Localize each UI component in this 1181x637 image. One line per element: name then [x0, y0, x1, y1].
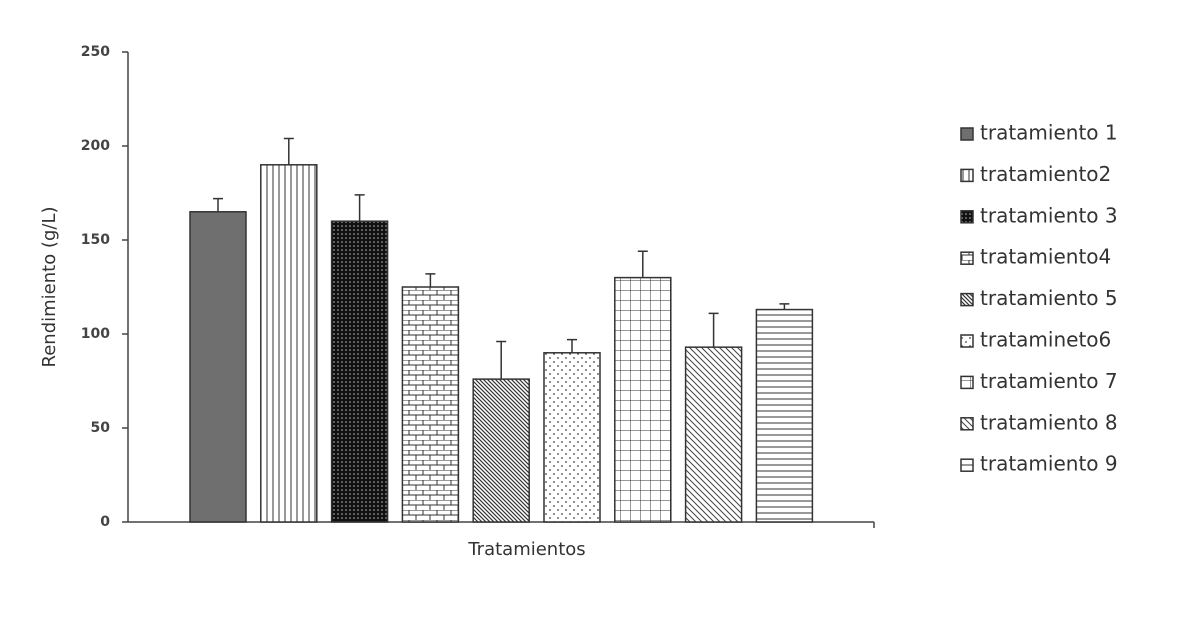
bar	[684, 346, 743, 523]
bar	[330, 220, 389, 523]
error-bar	[567, 338, 577, 353]
error-bar	[213, 197, 223, 212]
y-tick-label: 150	[81, 232, 110, 248]
legend-swatch	[960, 251, 974, 265]
error-bar	[637, 250, 648, 278]
error-bar	[425, 273, 436, 287]
legend-label: tratamiento4	[980, 245, 1111, 269]
legend-label: tratamiento 5	[980, 286, 1118, 310]
legend-label: tratamiento 8	[980, 410, 1118, 434]
y-tick-label: 250	[81, 44, 110, 60]
x-axis-label: Tratamientos	[467, 539, 585, 560]
legend-swatch	[960, 375, 974, 390]
legend-swatch	[960, 334, 974, 348]
y-tick-label: 200	[81, 138, 110, 154]
bar	[472, 378, 530, 523]
y-tick-label: 50	[91, 420, 111, 436]
legend-label: tratamineto6	[980, 328, 1111, 352]
bar	[189, 211, 247, 523]
legend-label: tratamiento 1	[980, 121, 1118, 145]
legend-label: tratamiento 7	[980, 369, 1118, 393]
legend-label: tratamiento 9	[980, 452, 1118, 476]
error-bar	[779, 303, 790, 310]
legend-label: tratamiento 3	[980, 203, 1118, 227]
error-bar	[283, 137, 294, 165]
legend-swatch	[960, 210, 974, 224]
error-bar	[496, 340, 507, 380]
error-bar	[354, 194, 365, 222]
legend-label: tratamiento2	[980, 162, 1111, 186]
bar	[614, 276, 672, 523]
bar	[543, 352, 601, 523]
y-tick-label: 100	[81, 326, 110, 342]
legend-swatch	[960, 292, 974, 307]
legend-swatch	[960, 168, 974, 183]
y-tick-label: 0	[100, 514, 110, 530]
legend-swatch	[960, 417, 974, 431]
error-bar	[708, 312, 719, 348]
bar	[755, 308, 814, 523]
bar	[260, 164, 318, 523]
legend-swatch	[960, 458, 974, 472]
legend-swatch	[960, 127, 974, 141]
y-axis-label: Rendimiento (g/L)	[39, 207, 60, 368]
bar	[401, 286, 460, 523]
